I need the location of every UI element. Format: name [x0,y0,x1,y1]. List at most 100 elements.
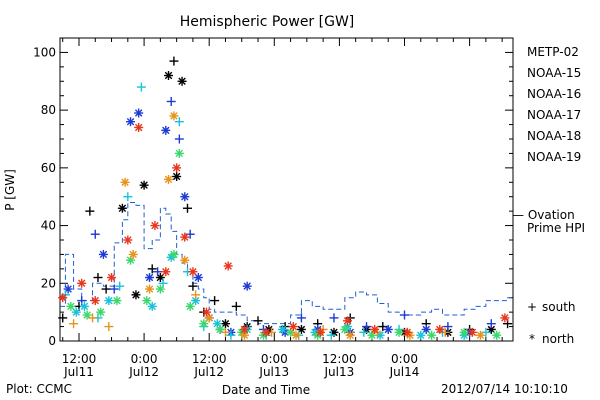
noaa-19-point [134,122,144,132]
noaa-19-point [500,313,510,323]
noaa-19-point [77,278,87,288]
marker-stroke [143,296,151,305]
marker-stroke [216,325,224,334]
noaa-15-point [193,273,203,283]
marker-stroke [126,117,135,126]
marker-stroke [194,273,203,282]
noaa-15-point [180,192,190,202]
legend-entry-ovation-line2: Prime HPI [527,221,585,235]
y-tick-label: 40 [41,219,56,233]
marker-stroke [132,291,140,299]
marker-stroke [80,302,89,311]
legend-entry-metp-02: METP-02 [527,45,579,59]
marker-stroke [124,236,132,244]
chart-title: Hemispheric Power [GW] [180,14,355,30]
noaa-19-point [123,235,133,245]
footer-timestamp: 2012/07/14 10:10:10 [441,382,568,396]
marker-stroke [240,331,249,339]
metp-02-point [296,324,306,334]
x-tick-label-time: 12:00 [192,352,227,366]
noaa-19-point [435,324,445,334]
noaa-16-point [326,330,336,340]
noaa-18-point [291,330,301,340]
noaa-15-point [329,313,339,323]
marker-stroke [186,302,194,311]
noaa-16-point [359,327,369,337]
marker-legend-symbol: + [527,300,537,314]
legend-entry-noaa-18: NOAA-18 [527,129,581,143]
marker-legend: + south * north [527,300,576,346]
noaa-16-point [277,324,287,334]
marker-legend-symbol: * [529,332,535,346]
marker-stroke [213,319,222,328]
marker-stroke [422,325,430,334]
y-axis: 0 20 40 60 80 100 [33,37,513,348]
noaa-15-point [153,267,163,277]
noaa-15-point [362,322,372,332]
noaa-16-point [71,307,81,317]
metp-02-point [164,71,174,81]
marker-stroke [243,282,251,290]
metp-02-point [58,313,68,323]
noaa-15-point [296,313,306,323]
noaa-19-point [180,232,190,242]
marker-stroke [121,178,129,187]
noaa-19-point [288,322,298,332]
noaa-18-point [345,330,355,340]
x-axis-label: Date and Time [222,383,310,397]
noaa-17-point [340,324,350,334]
noaa-15-point [486,319,496,329]
noaa-19-point [161,267,171,277]
marker-stroke [384,325,392,334]
marker-stroke [468,328,477,337]
ovation-step-line [60,201,513,325]
noaa-15-point [421,324,431,334]
x-tick-label-date: Jul13 [324,365,355,379]
noaa-19-point [315,327,325,337]
marker-stroke [343,317,352,325]
marker-stroke [376,331,384,339]
marker-stroke [99,250,108,259]
noaa-19-point [150,221,160,231]
noaa-19-point [188,267,198,277]
marker-legend-label: south [542,300,576,314]
noaa-17-point [155,284,165,294]
noaa-17-point [66,301,76,311]
marker-stroke [224,262,232,270]
x-tick-label-time: 12:00 [62,352,97,366]
marker-stroke [162,126,170,135]
y-tick-label: 100 [33,45,56,59]
x-tick-label-date: Jul14 [389,365,420,379]
x-tick-label-date: Jul12 [128,365,159,379]
noaa-16-point [123,192,133,202]
noaa-16-point [416,330,426,340]
noaa-15-point [161,125,171,135]
noaa-17-point [492,330,502,340]
noaa-17-point [215,324,225,334]
noaa-17-point [169,249,179,259]
x-tick-label-date: Jul11 [63,365,94,379]
noaa-15-point [98,249,108,259]
y-tick-label: 80 [41,103,56,117]
metp-02-point [210,296,220,306]
noaa-18-point [220,327,230,337]
noaa-15-point [166,96,176,106]
noaa-15-point [242,281,252,291]
metp-02-point [131,290,141,300]
noaa-19-point [58,293,68,303]
marker-stroke [370,325,379,334]
marker-stroke [134,109,143,117]
marker-stroke [58,293,67,302]
noaa-18-point [169,111,179,121]
marker-stroke [200,319,208,328]
noaa-19-point [467,327,477,337]
noaa-18-point [180,255,190,265]
noaa-18-point [88,313,98,323]
x-tick-label-time: 0:00 [391,352,418,366]
marker-stroke [113,296,121,305]
marker-stroke [164,175,173,184]
marker-stroke [118,204,127,212]
noaa-18-point [69,319,79,329]
marker-stroke [72,308,81,316]
